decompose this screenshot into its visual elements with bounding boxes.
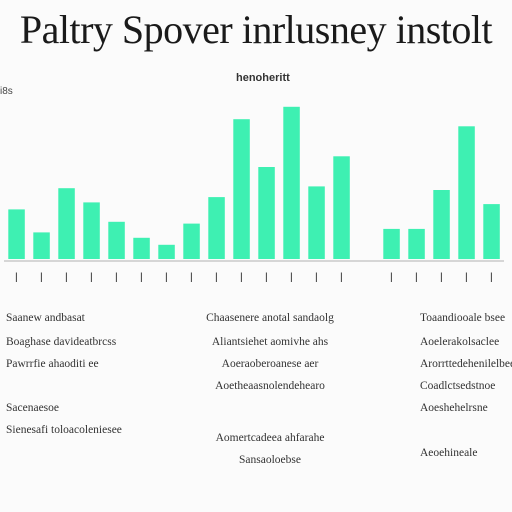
x-tick-label: l — [290, 270, 293, 285]
x-tick-label: l — [115, 270, 118, 285]
bar — [233, 119, 250, 259]
x-tick-label: l — [340, 270, 343, 285]
x-tick-label: l — [440, 270, 443, 285]
bar — [133, 237, 150, 259]
note-line: Aeoehineale — [420, 447, 478, 459]
bar — [58, 188, 75, 259]
note-line: Toaandiooale bsee — [420, 312, 506, 324]
x-tick-label: l — [465, 270, 468, 285]
bar — [408, 228, 425, 259]
bar — [458, 126, 475, 260]
bar — [83, 202, 100, 259]
note-line: Aoeraoberoanese aer — [221, 358, 319, 370]
note-line: Sansaoloebse — [239, 454, 301, 466]
bar — [383, 228, 400, 259]
x-tick-label: l — [140, 270, 143, 285]
x-tick-label: l — [390, 270, 393, 285]
bar — [483, 204, 500, 259]
note-line: Aliantsiehet aomivhe ahs — [211, 336, 329, 348]
note-line: Pawrrfie ahaoditi ee — [6, 358, 99, 370]
bar — [108, 221, 125, 259]
x-tick-label: l — [40, 270, 43, 285]
bar — [283, 106, 300, 259]
bar — [158, 244, 175, 259]
x-tick-label: l — [265, 270, 268, 285]
note-line: Sacenaesoe — [6, 402, 59, 414]
chart-subtitle: henoheritt — [236, 72, 290, 84]
x-tick-label: l — [490, 270, 493, 285]
x-tick-label: l — [190, 270, 193, 285]
y-axis-label: i8s — [0, 86, 13, 97]
x-tick-label: l — [415, 270, 418, 285]
bar — [8, 209, 25, 259]
note-line: Saanew andbasat — [6, 312, 85, 324]
x-tick-label: l — [215, 270, 218, 285]
note-line: Coadlctsedstnoe — [420, 380, 496, 392]
x-tick-label: l — [65, 270, 68, 285]
x-tick-label: l — [240, 270, 243, 285]
note-line: Arorrttedehenilelbee — [420, 358, 512, 370]
bars-layer — [8, 106, 500, 260]
bar — [183, 223, 200, 259]
bar — [208, 197, 225, 259]
notes-section: Saanew andbasat Boaghase davideatbrcss Paw… — [0, 312, 512, 502]
note-line: Sienesafi toloacoleniesee — [6, 424, 122, 436]
x-tick-label: l — [90, 270, 93, 285]
note-line: Aomertcadeea ahfarahe — [215, 432, 325, 444]
bar — [33, 232, 50, 259]
x-tick-label: l — [315, 270, 318, 285]
note-line: Aoelerakolsaclee — [420, 336, 500, 348]
note-line: Aoeshehelrsne — [420, 402, 488, 414]
note-line: Aoetheaasnolendehearo — [215, 380, 325, 392]
note-line: Chaasenere anotal sandaolg — [206, 312, 334, 324]
x-tick-label: l — [15, 270, 18, 285]
bar — [258, 167, 275, 259]
x-tick-label: l — [165, 270, 168, 285]
bar — [333, 156, 350, 259]
chart-title: Paltry Spover inrlusney instolt — [19, 7, 493, 52]
note-line: Boaghase davideatbrcss — [6, 336, 117, 348]
bar — [308, 186, 325, 259]
bar — [433, 190, 450, 259]
